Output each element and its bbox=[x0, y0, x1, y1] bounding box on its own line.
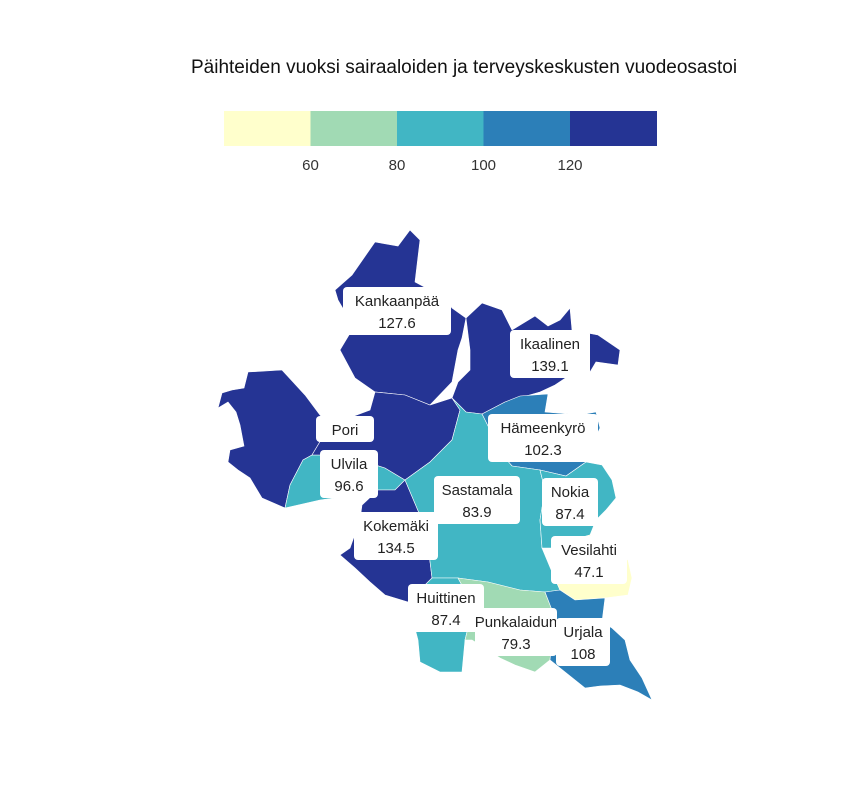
legend-swatch bbox=[483, 111, 571, 146]
region-label-box bbox=[408, 584, 484, 632]
region-label: Huittinen 87.4 bbox=[408, 584, 484, 632]
legend-swatch bbox=[570, 111, 657, 146]
region-value: 47.1 bbox=[574, 564, 603, 581]
region-label: Kokemäki 134.5 bbox=[354, 512, 438, 560]
region-label: Punkalaidun 79.3 bbox=[475, 608, 558, 656]
region-value: 83.9 bbox=[462, 504, 491, 521]
region-value: 79.3 bbox=[501, 636, 530, 653]
region-label-box bbox=[488, 414, 598, 462]
region-label-box bbox=[556, 618, 610, 666]
region-label: Ulvila 96.6 bbox=[320, 450, 378, 498]
region-label: Kankaanpää 127.6 bbox=[343, 287, 451, 335]
region-name: Nokia bbox=[551, 484, 590, 501]
region-label-box bbox=[542, 478, 598, 526]
region-label-box bbox=[434, 476, 520, 524]
region-value: 96.6 bbox=[334, 478, 363, 495]
region-label: Hämeenkyrö 102.3 bbox=[488, 414, 598, 462]
region-name: Huittinen bbox=[416, 590, 475, 607]
legend-tick-label: 120 bbox=[557, 157, 582, 174]
region-name: Hämeenkyrö bbox=[500, 420, 585, 437]
legend-tick-label: 60 bbox=[302, 157, 319, 174]
region-name: Vesilahti bbox=[561, 542, 617, 559]
region-value: 108 bbox=[570, 646, 595, 663]
region-label-box bbox=[354, 512, 438, 560]
region-label: Urjala 108 bbox=[556, 618, 610, 666]
region-name: Ulvila bbox=[331, 456, 368, 473]
region-label-box bbox=[320, 450, 378, 498]
region-label: Nokia 87.4 bbox=[542, 478, 598, 526]
region-name: Urjala bbox=[563, 624, 603, 641]
region-value: 87.4 bbox=[555, 506, 584, 523]
region-value: 134.5 bbox=[377, 540, 415, 557]
region-label-box bbox=[510, 330, 590, 378]
legend-tick-label: 100 bbox=[471, 157, 496, 174]
region-value: 87.4 bbox=[431, 612, 460, 629]
region-label: Ikaalinen 139.1 bbox=[510, 330, 590, 378]
region-label-box bbox=[343, 287, 451, 335]
region-name: Ikaalinen bbox=[520, 336, 580, 353]
legend-tick-label: 80 bbox=[389, 157, 406, 174]
region-value: 139.1 bbox=[531, 358, 569, 375]
legend-swatch bbox=[397, 111, 484, 146]
region-name: Punkalaidun bbox=[475, 614, 558, 631]
region-name: Pori bbox=[332, 422, 359, 439]
region-label: Vesilahti 47.1 bbox=[551, 536, 627, 584]
region-name: Kankaanpää bbox=[355, 293, 440, 310]
region-label-box bbox=[551, 536, 627, 584]
region-value: 127.6 bbox=[378, 315, 416, 332]
region-value: 102.3 bbox=[524, 442, 562, 459]
region-name: Sastamala bbox=[442, 482, 514, 499]
region-label-box bbox=[316, 416, 374, 442]
region-label: Sastamala 83.9 bbox=[434, 476, 520, 524]
color-legend: 60 80 100 120 bbox=[224, 111, 657, 174]
legend-swatch bbox=[224, 111, 311, 146]
region-label-box bbox=[475, 608, 557, 656]
map-title: Päihteiden vuoksi sairaaloiden ja tervey… bbox=[191, 57, 738, 78]
region-label: Pori bbox=[316, 416, 374, 442]
legend-swatch bbox=[310, 111, 398, 146]
region-name: Kokemäki bbox=[363, 518, 429, 535]
